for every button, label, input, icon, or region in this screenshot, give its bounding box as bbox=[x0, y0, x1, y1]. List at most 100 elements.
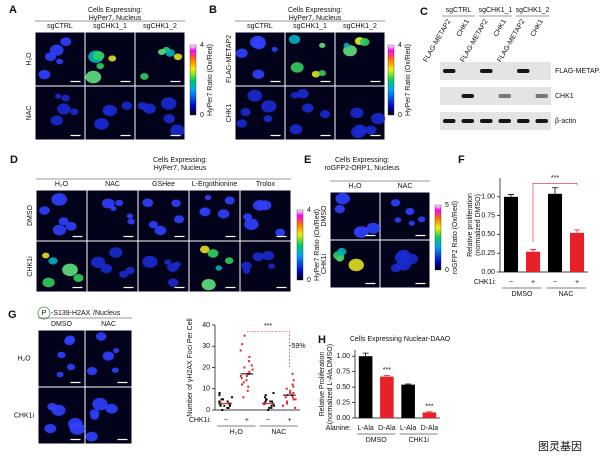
dot bbox=[272, 392, 275, 394]
cell bbox=[50, 115, 63, 126]
row-label: DMSO bbox=[27, 204, 34, 226]
cell bbox=[350, 107, 364, 119]
cell bbox=[85, 431, 98, 442]
column-label: H₂O bbox=[55, 181, 69, 188]
dot bbox=[248, 370, 251, 373]
cell bbox=[39, 206, 50, 215]
error-bar bbox=[574, 229, 580, 233]
cell bbox=[318, 70, 326, 77]
panel-letter: D bbox=[10, 154, 18, 166]
group-label: H₂O bbox=[230, 429, 244, 436]
dot bbox=[294, 398, 297, 401]
x-tick-label: + bbox=[287, 417, 291, 424]
cell bbox=[67, 418, 83, 430]
cell bbox=[337, 255, 345, 261]
dot bbox=[218, 400, 221, 403]
cell bbox=[259, 200, 272, 211]
dot bbox=[250, 364, 253, 367]
panel-title: HyPer7, Nucleus bbox=[154, 165, 207, 172]
dot bbox=[292, 398, 295, 401]
y-tick-label: 1.00 bbox=[336, 353, 350, 360]
cell bbox=[113, 348, 120, 354]
cell bbox=[54, 93, 62, 99]
category-label: CHK1i: bbox=[474, 279, 496, 286]
cell bbox=[354, 228, 361, 233]
sig-bracket bbox=[246, 331, 290, 368]
band bbox=[480, 69, 493, 73]
colorbar-max: 4 bbox=[307, 207, 311, 214]
blot bbox=[440, 62, 551, 80]
cell bbox=[167, 278, 179, 287]
colorbar-min: 0 bbox=[307, 277, 311, 284]
x-tick-label: L-Ala bbox=[357, 425, 373, 432]
dot bbox=[241, 343, 244, 346]
column-label: sgCTRL bbox=[47, 23, 73, 30]
error-bar bbox=[383, 374, 390, 377]
cell bbox=[56, 371, 64, 378]
cell bbox=[235, 48, 248, 58]
colorbar-label: HyPer7 Ratio (Ox/Red) bbox=[405, 44, 412, 116]
panel-letter: F bbox=[458, 154, 465, 166]
column-label: GSHee bbox=[152, 181, 175, 188]
dot bbox=[291, 383, 294, 386]
dot bbox=[284, 396, 287, 399]
column-label: sgCHK1_2 bbox=[143, 23, 177, 30]
row-label: NAC bbox=[26, 106, 33, 121]
x-tick-label: + bbox=[575, 279, 579, 286]
row-label: CHK1i bbox=[27, 256, 34, 277]
dot bbox=[267, 409, 270, 411]
x-tick-label: − bbox=[266, 417, 270, 424]
cell bbox=[252, 69, 265, 80]
colorbar-max: 4 bbox=[200, 42, 204, 49]
y-axis-label: Relative proliferation bbox=[467, 193, 474, 257]
y-tick-label: 1.00 bbox=[481, 194, 495, 201]
cell bbox=[217, 209, 230, 219]
cell bbox=[70, 108, 79, 116]
panel-title: Cells Expressing: bbox=[288, 7, 342, 14]
cell bbox=[396, 249, 411, 261]
panel-title: Cells Expressing: bbox=[335, 157, 389, 164]
x-tick-label: + bbox=[245, 417, 249, 424]
cell bbox=[96, 63, 104, 70]
dot bbox=[240, 377, 243, 380]
dot bbox=[251, 368, 254, 371]
cell bbox=[61, 94, 70, 102]
y-axis-label: Relative Proliferation bbox=[319, 352, 326, 417]
cell bbox=[288, 34, 301, 44]
lane-label: CHK1 bbox=[530, 18, 545, 38]
dot bbox=[241, 383, 244, 386]
band bbox=[461, 119, 474, 123]
row-label: CHK1 bbox=[226, 104, 233, 123]
cell bbox=[56, 58, 64, 65]
column-label: sgCHK1_2 bbox=[343, 23, 377, 30]
panel-title: Cells Expressing: bbox=[153, 157, 207, 164]
dot bbox=[291, 396, 294, 399]
dot bbox=[222, 398, 225, 401]
y-tick-label: 0.00 bbox=[481, 269, 495, 276]
cell bbox=[103, 107, 113, 114]
y-tick-label: 0 bbox=[206, 407, 210, 414]
cell bbox=[251, 38, 266, 50]
cell bbox=[101, 198, 115, 209]
cell bbox=[268, 263, 276, 269]
cell bbox=[143, 103, 156, 114]
dot bbox=[247, 385, 250, 388]
dot bbox=[239, 349, 242, 352]
cell bbox=[140, 73, 149, 80]
cell bbox=[85, 70, 102, 84]
micrograph bbox=[38, 330, 85, 387]
cell bbox=[102, 351, 115, 361]
cell bbox=[348, 258, 364, 272]
y-tick-label: 0.00 bbox=[336, 415, 350, 422]
dot bbox=[270, 406, 273, 409]
cell bbox=[343, 45, 357, 57]
panel-letter: E bbox=[304, 154, 311, 166]
cell bbox=[290, 62, 304, 73]
cell bbox=[394, 217, 402, 223]
group-label: NAC bbox=[559, 291, 574, 298]
band-label: CHK1 bbox=[555, 93, 574, 100]
cell bbox=[42, 277, 55, 288]
band bbox=[535, 94, 548, 98]
cell bbox=[417, 216, 426, 223]
